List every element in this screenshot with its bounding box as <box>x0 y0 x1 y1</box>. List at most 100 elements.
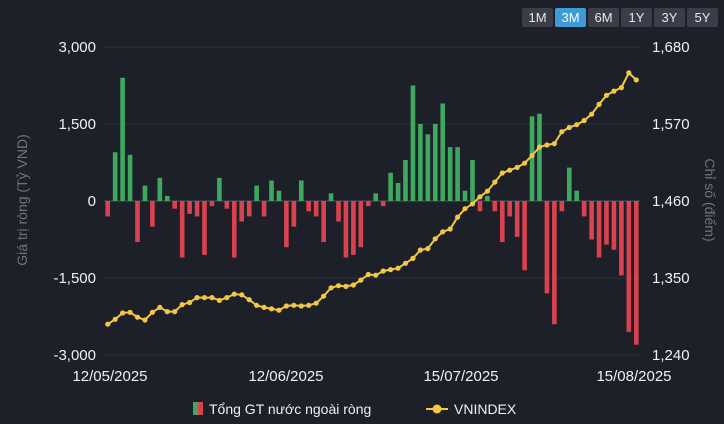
vnindex-point <box>425 246 431 252</box>
vnindex-point <box>164 309 170 315</box>
y-right-tick: 1,240 <box>652 347 690 364</box>
vnindex-point <box>179 302 185 308</box>
vnindex-point <box>254 302 260 308</box>
vnindex-point <box>522 160 528 166</box>
bar-negative <box>291 201 297 227</box>
vnindex-point <box>536 144 543 150</box>
vnindex-point <box>477 194 483 200</box>
y-left-tick: 3,000 <box>58 39 96 56</box>
vnindex-point <box>596 101 602 107</box>
vnindex-point <box>514 164 520 170</box>
vnindex-point <box>134 314 141 320</box>
vnindex-point <box>447 226 453 232</box>
vnindex-point <box>201 295 208 301</box>
vnindex-point <box>328 285 334 291</box>
vnindex-point <box>380 268 386 274</box>
tab-5y[interactable]: 5Y <box>687 8 718 27</box>
vnindex-point <box>224 295 230 301</box>
vnindex-point <box>365 271 371 278</box>
vnindex-point <box>589 111 595 117</box>
y-right-axis-title: Chỉ số (điểm) <box>702 158 718 241</box>
grid-lines <box>104 46 640 356</box>
vnindex-point <box>373 272 379 278</box>
y-left-tick: 0 <box>88 193 96 210</box>
y-left-tick-labels: 3,000 1,500 0 -1,500 -3,000 <box>53 39 96 364</box>
bar-negative <box>150 201 155 227</box>
bar-positive <box>112 152 118 201</box>
vnindex-point <box>388 267 394 273</box>
time-range-tabs: 1M 3M 6M 1Y 3Y 5Y <box>520 8 718 27</box>
bar-positive <box>574 190 580 201</box>
legend-bar-swatch-positive <box>193 402 198 415</box>
vnindex-point <box>283 303 289 309</box>
bar-negative <box>499 201 505 243</box>
bar-negative <box>231 201 237 258</box>
tab-1m[interactable]: 1M <box>522 8 553 27</box>
vnindex-point <box>402 260 409 266</box>
bar-negative <box>544 201 550 294</box>
bar-negative <box>492 201 498 212</box>
vnindex-point <box>291 302 297 308</box>
vnindex-point <box>239 292 245 298</box>
bar-positive <box>566 167 572 201</box>
bar-positive <box>254 185 259 201</box>
bar-negative <box>336 201 341 222</box>
bar-positive <box>529 116 535 201</box>
bar-negative <box>179 201 185 258</box>
tab-6m[interactable]: 6M <box>588 8 619 27</box>
bar-positive <box>395 183 401 201</box>
vnindex-point <box>187 299 193 306</box>
bar-negative <box>187 201 192 214</box>
vnindex-point <box>127 309 133 315</box>
tab-3y[interactable]: 3Y <box>654 8 685 27</box>
bar-negative <box>522 201 527 271</box>
vnindex-point <box>618 85 624 91</box>
vnindex-point <box>343 283 349 289</box>
vnindex-point <box>455 214 461 220</box>
bar-positive <box>455 147 460 201</box>
bar-negative <box>343 201 349 258</box>
vnindex-line-series <box>105 70 639 327</box>
vnindex-point <box>544 142 550 148</box>
vnindex-point <box>559 129 565 135</box>
y-left-tick: -1,500 <box>53 270 96 287</box>
bar-negative <box>194 201 200 217</box>
bar-negative <box>596 201 602 258</box>
bar-series <box>105 77 639 345</box>
legend-label-foreign-net: Tổng GT nước ngoài ròng <box>209 401 371 417</box>
vnindex-point <box>321 293 327 299</box>
tab-1y[interactable]: 1Y <box>621 8 652 27</box>
vnindex-point <box>432 236 438 242</box>
bar-positive <box>120 77 125 201</box>
y-right-tick: 1,570 <box>652 116 690 133</box>
y-right-tick: 1,680 <box>652 39 690 56</box>
bar-negative <box>552 201 557 325</box>
vnindex-point <box>298 303 304 309</box>
y-right-tick: 1,350 <box>652 270 690 287</box>
bar-positive <box>537 113 542 201</box>
bar-negative <box>313 201 319 217</box>
vnindex-point <box>633 77 639 83</box>
vnindex-point <box>313 300 319 306</box>
bar-negative <box>619 201 624 276</box>
vnindex-point <box>417 247 423 253</box>
bar-positive <box>373 193 379 201</box>
bar-negative <box>581 201 587 217</box>
bar-positive <box>410 85 416 201</box>
vnindex-point <box>268 306 275 312</box>
x-tick: 15/07/2025 <box>423 368 498 385</box>
vnindex-point <box>492 179 498 185</box>
vnindex-point <box>149 309 155 315</box>
vnindex-point <box>358 277 364 283</box>
bar-negative <box>172 201 178 209</box>
bar-positive <box>269 180 274 201</box>
bar-negative <box>380 201 386 207</box>
legend-label-vnindex: VNINDEX <box>454 401 517 417</box>
vnindex-point <box>507 167 513 173</box>
vnindex-point <box>112 316 118 322</box>
tab-3m[interactable]: 3M <box>555 8 586 27</box>
legend: Tổng GT nước ngoài ròng VNINDEX <box>193 401 517 417</box>
vnindex-point <box>120 310 126 316</box>
bar-negative <box>559 201 565 212</box>
bar-positive <box>217 177 222 201</box>
